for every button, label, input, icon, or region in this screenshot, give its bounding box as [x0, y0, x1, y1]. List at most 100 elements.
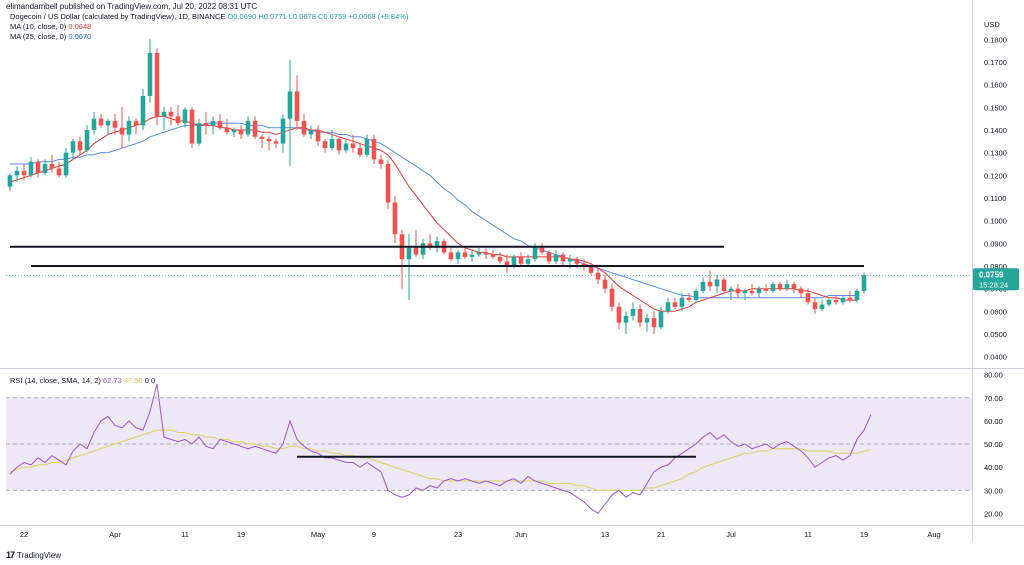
candle-body [56, 168, 62, 176]
candle-body [651, 318, 657, 328]
candle-body [805, 293, 811, 303]
candle-body [476, 252, 482, 255]
candle-body [798, 288, 804, 294]
price-tick-label: 0.1800 [984, 35, 1007, 44]
candle-body [532, 247, 538, 260]
candle-body [294, 91, 300, 121]
candle-body [161, 111, 167, 117]
price-tick-label: 0.1000 [984, 217, 1007, 226]
candle-body [413, 247, 419, 255]
candle-body [203, 123, 209, 126]
candle-body [455, 252, 461, 260]
candle-body [672, 302, 678, 307]
time-tick-label: 9 [372, 530, 376, 539]
time-tick-label: Aug [927, 530, 940, 539]
candle-body [231, 129, 237, 133]
rsi-extra-values: 0 0 [144, 376, 156, 385]
candle-body [819, 304, 825, 310]
candle-body [602, 279, 608, 289]
candle-body [861, 275, 867, 291]
rsi-legend[interactable]: RSI (14, close, SMA, 14, 2) 62.73 47.50 … [10, 376, 155, 385]
candle-body [168, 111, 174, 117]
candle-body [840, 297, 846, 303]
time-tick-label: 13 [601, 530, 609, 539]
candle-body [133, 120, 139, 126]
symbol-title: Dogecoin / US Dollar (calculated by Trad… [10, 12, 226, 21]
candle-body [308, 129, 314, 135]
candle-body [98, 118, 104, 126]
ma10-line [9, 115, 858, 312]
candle-body [336, 139, 342, 151]
candle-body [70, 141, 76, 153]
candle-body [448, 252, 454, 260]
rsi-tick-label: 50.00 [984, 440, 1003, 449]
time-tick-label: Jul [726, 530, 736, 539]
rsi-ma-value: 47.50 [123, 376, 143, 385]
price-tick-label: 0.1200 [984, 171, 1007, 180]
time-tick-label: 23 [454, 530, 462, 539]
candle-body [112, 120, 118, 128]
candle-body [728, 288, 734, 291]
candle-body [462, 252, 468, 257]
candle-body [105, 120, 111, 126]
candle-body [630, 309, 636, 316]
candle-body [826, 299, 832, 305]
candle-body [350, 143, 356, 149]
candle-body [588, 265, 594, 273]
candle-body [329, 139, 335, 149]
candle-body [406, 247, 412, 260]
candle-body [581, 263, 587, 266]
candle-body [245, 120, 251, 135]
candle-body [756, 288, 762, 294]
candle-body [693, 290, 699, 300]
candle-body [434, 241, 440, 248]
price-tick-label: 0.1100 [984, 194, 1006, 203]
candle-body [91, 118, 97, 130]
candle-body [595, 272, 601, 280]
candle-body [700, 281, 706, 291]
candle-body [777, 284, 783, 289]
time-tick-label: Apr [109, 530, 121, 539]
candle-body [63, 152, 69, 176]
rsi-ma-line [9, 429, 872, 491]
candle-body [154, 52, 160, 117]
candle-body [301, 120, 307, 135]
candle-body [140, 95, 146, 126]
candle-body [252, 120, 258, 137]
candle-body [84, 129, 90, 151]
legend-row-ma10[interactable]: MA (10, close, 0) 0.0648 [10, 22, 408, 32]
price-tick-label: 0.1500 [984, 103, 1007, 112]
rsi-label: RSI (14, close, SMA, 14, 2) [10, 376, 101, 385]
candle-body [735, 288, 741, 294]
price-tick-label: 0.0800 [984, 262, 1007, 271]
tradingview-watermark[interactable]: 17 TradingView [6, 550, 61, 560]
candle-body [749, 290, 755, 294]
candle-body [665, 302, 671, 312]
candle-body [273, 141, 279, 144]
candle-body [609, 288, 615, 307]
candle-body [637, 309, 643, 323]
candle-body [343, 143, 349, 151]
rsi-line [9, 383, 872, 515]
candle-body [14, 170, 20, 176]
rsi-tick-label: 60.00 [984, 417, 1003, 426]
price-axis-unit: USD [984, 20, 1000, 29]
candle-body [553, 254, 559, 262]
price-tick-label: 0.0600 [984, 307, 1007, 316]
candle-body [196, 123, 202, 144]
candle-body [49, 163, 55, 169]
candle-body [420, 243, 426, 255]
legend-row-symbol: Dogecoin / US Dollar (calculated by Trad… [10, 12, 408, 22]
candle-body [182, 109, 188, 124]
last-price-label: 0.0759 [979, 270, 1004, 279]
candle-body [469, 254, 475, 257]
candle-body [742, 290, 748, 294]
candle-body [7, 175, 13, 187]
candle-body [357, 148, 363, 155]
candle-body [644, 318, 650, 323]
candle-body [490, 254, 496, 257]
price-tick-label: 0.1300 [984, 149, 1007, 158]
legend-row-ma25[interactable]: MA (25, close, 0) 0.0670 [10, 32, 408, 42]
candle-body [385, 163, 391, 203]
